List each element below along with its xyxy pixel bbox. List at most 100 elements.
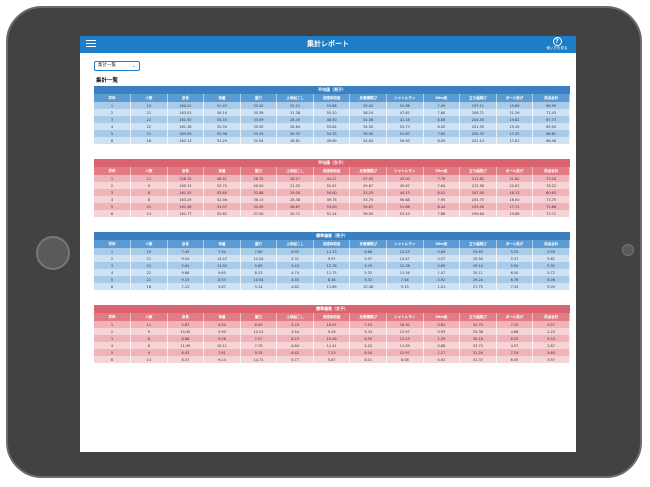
table-cell: 52.67 — [313, 182, 351, 189]
column-header: 長座体前屈 — [313, 167, 351, 175]
top-bar: 集計レポート ? 使い方を見る — [80, 36, 576, 53]
table-cell: 50.50 — [386, 137, 424, 144]
table-cell: 6 — [94, 210, 132, 217]
column-header: 得点合計 — [532, 167, 570, 175]
table-cell: 10.45 — [167, 328, 205, 335]
table-cell: 28.38 — [276, 196, 314, 203]
table-cell: 8.09 — [423, 137, 461, 144]
table-cell: 2.22 — [532, 328, 570, 335]
table-cell: 3 — [94, 116, 132, 123]
table-cell: 10.11 — [203, 342, 241, 349]
table-cell: 65.05 — [532, 123, 570, 130]
table-cell: 4.57 — [496, 342, 534, 349]
column-header: 学年 — [94, 167, 132, 175]
column-header: 握力 — [240, 94, 278, 102]
table-cell: 12.01 — [240, 328, 278, 335]
table-cell: 7.68 — [423, 210, 461, 217]
table-cell: 1 — [94, 102, 132, 109]
table-cell: 197.11 — [459, 102, 497, 109]
table-cell: 7.12 — [167, 283, 205, 290]
table-cell: 5 — [94, 203, 132, 210]
hamburger-icon[interactable] — [86, 40, 96, 48]
table-cell: 6.68 — [349, 248, 387, 255]
table-cell: 26.75 — [240, 175, 278, 182]
table-cell: 46.41 — [203, 175, 241, 182]
table-cell: 21 — [130, 203, 168, 210]
table-cell: 5.77 — [276, 356, 314, 363]
table-cell: 8.33 — [240, 269, 278, 276]
table-cell: 36.13 — [240, 196, 278, 203]
table-cell: 199.64 — [459, 210, 497, 217]
table-cell: 13.97 — [386, 328, 424, 335]
table-cell: 9.03 — [532, 283, 570, 290]
table-cell: 211.82 — [459, 175, 497, 182]
table-cell: 12.36 — [386, 262, 424, 269]
table-cell: 9.97 — [313, 255, 351, 262]
table-cell: 58.10 — [349, 109, 387, 116]
table-cell: 5 — [94, 130, 132, 137]
table-cell: 12.78 — [313, 262, 351, 269]
table-cell: 6.50 — [349, 335, 387, 342]
table-cell: 1 — [94, 248, 132, 255]
column-header: ボール投げ — [496, 167, 534, 175]
report-type-select[interactable]: 集計一覧 ⌄ — [94, 61, 140, 71]
table-cell: 6.54 — [349, 349, 387, 356]
table-cell: 28.81 — [276, 137, 314, 144]
table-cell: 33.42 — [240, 102, 278, 109]
table-cell: 29.24 — [459, 276, 497, 283]
table-cell: 28.67 — [276, 203, 314, 210]
table-cell: 0.69 — [423, 248, 461, 255]
table-cell: 0.69 — [423, 262, 461, 269]
table-cell: 5.32 — [349, 276, 387, 283]
table-cell: 161.58 — [167, 203, 205, 210]
table-cell: 17.71 — [496, 203, 534, 210]
app-screen: 集計レポート ? 使い方を見る 集計一覧 ⌄ 集計一覧 平均値（男子） 学年 人数身… — [80, 36, 576, 452]
table-row: 5 21 161.58 51.07 32.00 28.67 53.00 54.67 51.86 8… — [94, 203, 570, 210]
table-cell: 7.46 — [386, 276, 424, 283]
table-cell: 59.10 — [203, 109, 241, 116]
table-cell: 9.26 — [203, 335, 241, 342]
table-row: 4 8 11.99 10.11 7.70 6.84 11.41 4.20 11.59 0.88 33… — [94, 342, 570, 349]
table-cell: 7.57 — [240, 335, 278, 342]
stats-table: 学年 人数 身長 体重 握力 上体起こし 長座体前屈 反復横跳び シャトルラン 50m走 立ち幅跳び… — [94, 313, 570, 363]
table-cell: 4 — [94, 342, 132, 349]
table-cell: 40.00 — [240, 182, 278, 189]
table-cell: 7.60 — [423, 130, 461, 137]
table-cell: 5.32 — [349, 269, 387, 276]
table-cell: 6.76 — [496, 276, 534, 283]
table-cell: 35.34 — [240, 130, 278, 137]
home-button[interactable] — [36, 236, 70, 270]
table-cell: 11 — [130, 321, 168, 328]
app-title: 集計レポート — [307, 40, 349, 48]
table-cell: 8.08 — [386, 356, 424, 363]
table-cell: 52.66 — [386, 102, 424, 109]
table-cell: 7.60 — [423, 109, 461, 116]
table-cell: 66.81 — [532, 130, 570, 137]
table-row: 1 19 160.21 51.43 33.42 25.21 53.68 55.42 52.66 7… — [94, 102, 570, 109]
table-cell: 32.70 — [459, 321, 497, 328]
table-cell: 11.13 — [313, 248, 351, 255]
help-button[interactable]: ? 使い方を見る — [544, 37, 570, 51]
table-cell: 56.50 — [349, 210, 387, 217]
column-header: 体重 — [203, 94, 241, 102]
table-cell: 19.86 — [496, 210, 534, 217]
table-cell: 11.41 — [313, 342, 351, 349]
column-header: 握力 — [240, 313, 278, 321]
table-cell: 17.81 — [496, 137, 534, 144]
table-cell: 51.14 — [313, 210, 351, 217]
table-cell: 15.89 — [496, 102, 534, 109]
column-header: 体重 — [203, 167, 241, 175]
report-section: 平均値（女子） 学年 人数 身長 体重 握力 上体起こし 長座体前屈 反復横跳び シャトルラン 50… — [94, 159, 570, 217]
table-cell: 51.43 — [203, 102, 241, 109]
table-row: 1 11 158.15 46.41 26.75 28.27 44.27 57.55 43.00 7… — [94, 175, 570, 182]
column-header: 長座体前屈 — [313, 94, 351, 102]
table-cell: 4.66 — [496, 328, 534, 335]
table-cell: 28.64 — [276, 123, 314, 130]
table-cell: 21 — [130, 276, 168, 283]
table-cell: 8.01 — [423, 189, 461, 196]
table-cell: 163.59 — [167, 130, 205, 137]
column-header: 50m走 — [423, 167, 461, 175]
table-cell: 31.26 — [459, 349, 497, 356]
column-header: シャトルラン — [386, 313, 424, 321]
table-cell: 1.27 — [423, 349, 461, 356]
